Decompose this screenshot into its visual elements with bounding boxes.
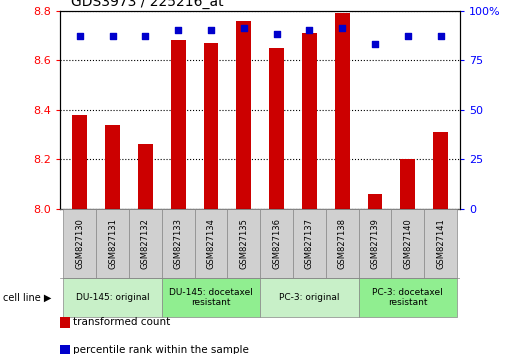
Text: percentile rank within the sample: percentile rank within the sample [73, 345, 249, 354]
Point [174, 28, 183, 33]
Bar [260, 278, 359, 317]
Point [207, 28, 215, 33]
Bar [236, 21, 251, 209]
Point [76, 34, 84, 39]
Bar [73, 115, 87, 209]
Bar [401, 159, 415, 209]
Text: PC-3: original: PC-3: original [279, 293, 339, 302]
Text: transformed count: transformed count [73, 317, 170, 327]
Bar [171, 40, 186, 209]
Point [272, 32, 281, 37]
Bar [203, 43, 219, 209]
Bar [368, 194, 382, 209]
Bar [162, 278, 260, 317]
Bar [96, 209, 129, 278]
Point [141, 34, 150, 39]
Text: GSM827133: GSM827133 [174, 218, 183, 269]
Bar [228, 209, 260, 278]
Bar [335, 13, 349, 209]
Text: GSM827139: GSM827139 [370, 218, 380, 269]
Bar [105, 125, 120, 209]
Bar [138, 144, 153, 209]
Bar [359, 209, 391, 278]
Point [404, 34, 412, 39]
Text: GSM827134: GSM827134 [207, 218, 215, 269]
Bar [269, 48, 284, 209]
Point [436, 34, 445, 39]
Point [240, 25, 248, 31]
Text: GSM827136: GSM827136 [272, 218, 281, 269]
Text: GSM827140: GSM827140 [403, 218, 412, 269]
Bar [63, 278, 162, 317]
Text: GSM827132: GSM827132 [141, 218, 150, 269]
Point [108, 34, 117, 39]
Bar [63, 209, 96, 278]
Bar [195, 209, 228, 278]
Text: cell line ▶: cell line ▶ [3, 292, 51, 302]
Bar [433, 132, 448, 209]
Bar [162, 209, 195, 278]
Text: DU-145: docetaxel
resistant: DU-145: docetaxel resistant [169, 288, 253, 307]
Text: GSM827137: GSM827137 [305, 218, 314, 269]
Text: GSM827138: GSM827138 [338, 218, 347, 269]
Bar [302, 33, 317, 209]
Point [371, 41, 379, 47]
Text: DU-145: original: DU-145: original [76, 293, 150, 302]
Text: GSM827135: GSM827135 [240, 218, 248, 269]
Bar [424, 209, 457, 278]
Bar [326, 209, 359, 278]
Text: PC-3: docetaxel
resistant: PC-3: docetaxel resistant [372, 288, 443, 307]
Bar [260, 209, 293, 278]
Text: GDS3973 / 225216_at: GDS3973 / 225216_at [71, 0, 223, 9]
Point [338, 25, 346, 31]
Text: GSM827141: GSM827141 [436, 218, 445, 269]
Bar [129, 209, 162, 278]
Bar [391, 209, 424, 278]
Bar [359, 278, 457, 317]
Text: GSM827131: GSM827131 [108, 218, 117, 269]
Bar [293, 209, 326, 278]
Text: GSM827130: GSM827130 [75, 218, 84, 269]
Point [305, 28, 314, 33]
